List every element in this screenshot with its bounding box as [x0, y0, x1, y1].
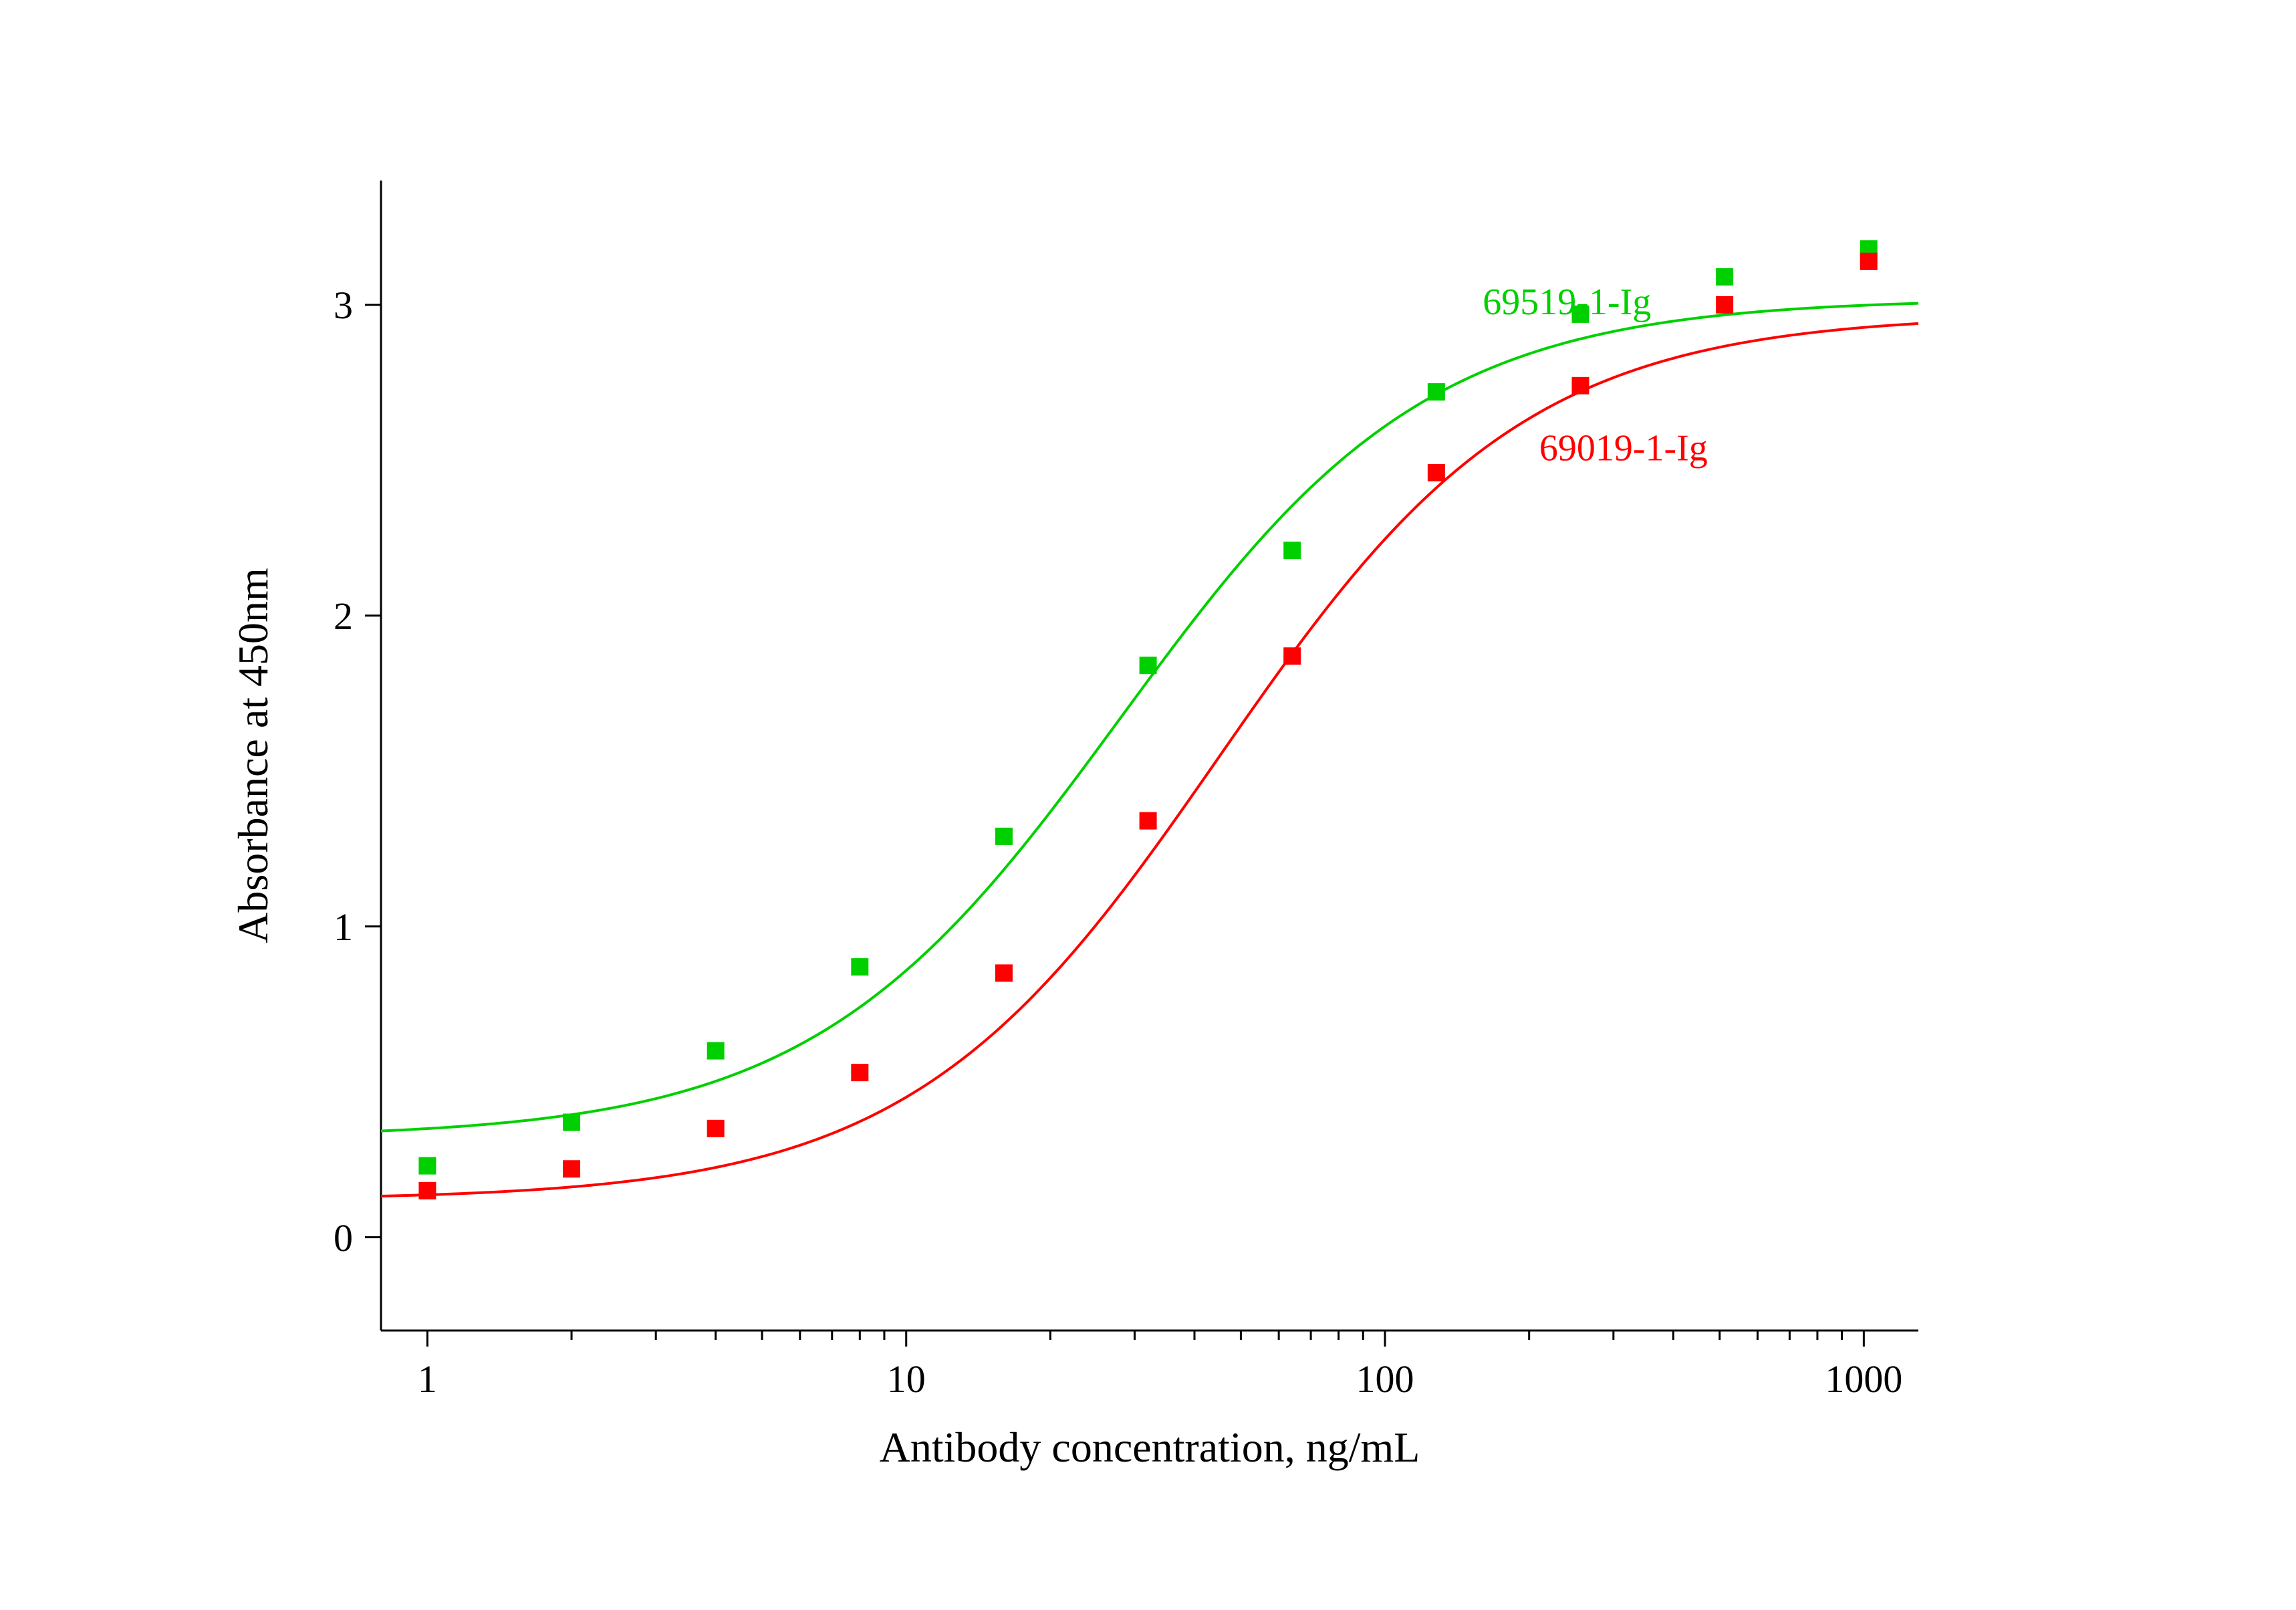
x-tick-label: 10 [887, 1357, 926, 1401]
data-point [707, 1042, 725, 1060]
y-tick-label: 2 [334, 594, 353, 638]
y-tick-label: 1 [334, 905, 353, 949]
y-tick-label: 0 [334, 1216, 353, 1260]
data-point [851, 958, 868, 975]
data-point [851, 1064, 868, 1081]
data-point [707, 1120, 725, 1137]
x-tick-label: 1 [418, 1357, 437, 1401]
data-point [418, 1157, 436, 1175]
data-point [1716, 268, 1733, 285]
x-tick-label: 100 [1356, 1357, 1414, 1401]
x-axis-label: Antibody concentration, ng/mL [880, 1423, 1420, 1471]
series-label-69019-1-Ig: 69019-1-Ig [1539, 427, 1708, 469]
data-point [1860, 253, 1878, 270]
data-point [1428, 464, 1445, 481]
data-point [1428, 383, 1445, 400]
y-axis-label: Absorbance at 450nm [229, 568, 277, 943]
data-point [563, 1160, 580, 1177]
y-tick-label: 3 [334, 283, 353, 327]
data-point [1283, 647, 1301, 665]
data-point [563, 1114, 580, 1131]
chart-container: 1 10 100 1000 0 1 2 3 Antibody concentration, ng… [0, 0, 2296, 1610]
data-point [995, 828, 1013, 845]
dose-response-chart: 1 10 100 1000 0 1 2 3 Antibody concentration, ng… [0, 0, 2296, 1610]
data-point [1140, 812, 1157, 830]
series-label-69519-1-Ig: 69519-1-Ig [1483, 281, 1651, 323]
data-point [1716, 296, 1733, 314]
data-point [995, 964, 1013, 982]
data-point [1140, 657, 1157, 674]
x-tick-label: 1000 [1825, 1357, 1902, 1401]
data-point [1283, 542, 1301, 559]
data-point [1571, 377, 1589, 394]
data-point [418, 1182, 436, 1199]
